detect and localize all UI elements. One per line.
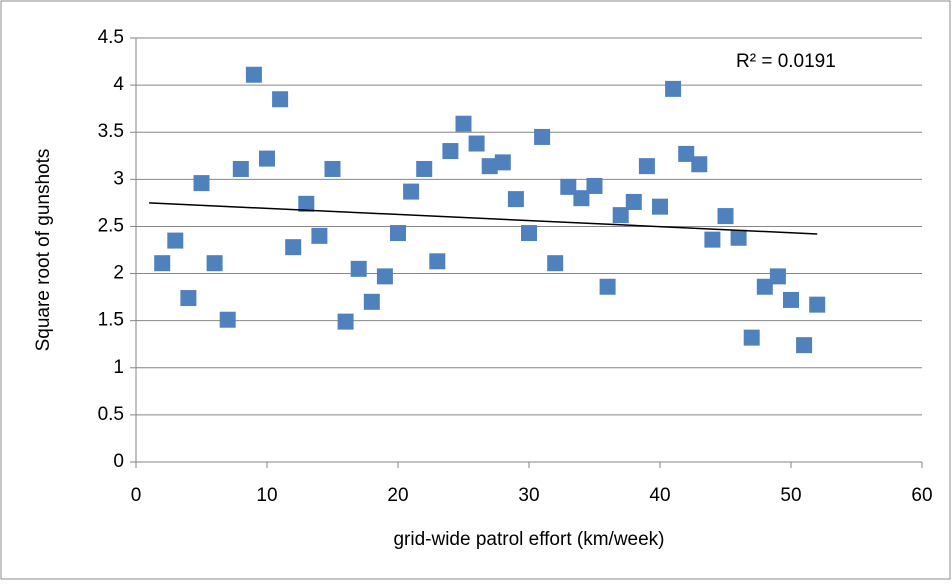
point	[193, 175, 210, 192]
point	[769, 268, 786, 285]
point	[521, 225, 537, 242]
point	[154, 255, 171, 272]
point	[547, 255, 564, 272]
y-tick-label: 2	[113, 263, 124, 284]
annotation: R² = 0.0191	[736, 51, 836, 72]
point	[376, 268, 393, 285]
point	[652, 198, 668, 215]
y-tick-label: 2.5	[98, 215, 124, 236]
point	[494, 154, 511, 171]
point	[285, 239, 302, 256]
point	[796, 337, 813, 354]
point	[481, 158, 498, 175]
point	[416, 160, 433, 177]
point	[586, 177, 603, 194]
x-tick-label: 60	[911, 485, 932, 506]
point	[363, 293, 380, 310]
point	[599, 278, 616, 295]
point	[678, 145, 695, 162]
x-tick-label: 40	[649, 485, 670, 506]
point	[350, 260, 367, 277]
y-tick-label: 4	[113, 74, 124, 95]
point	[560, 178, 577, 195]
y-tick-label: 4.5	[98, 27, 124, 48]
point	[573, 190, 590, 207]
point	[324, 160, 341, 177]
x-tick-label: 10	[256, 485, 277, 506]
y-tick-label: 0	[113, 451, 124, 472]
trendline	[149, 202, 818, 235]
point	[219, 311, 236, 328]
point	[717, 208, 734, 225]
x-tick-label: 20	[387, 485, 408, 506]
point	[783, 291, 799, 308]
point	[704, 231, 721, 248]
point	[534, 128, 551, 145]
point	[625, 193, 642, 210]
point	[507, 191, 524, 208]
point	[272, 91, 289, 108]
point	[691, 156, 708, 173]
point	[429, 253, 446, 270]
point	[743, 329, 760, 346]
point	[442, 143, 459, 160]
x-tick-label: 30	[518, 485, 539, 506]
point	[638, 158, 655, 175]
point	[206, 255, 223, 272]
point	[809, 296, 826, 313]
point	[730, 229, 747, 246]
y-tick-label: 0.5	[98, 404, 124, 425]
point	[756, 278, 773, 295]
y-tick-label: 1.5	[98, 310, 124, 331]
y-tick-label: 3	[113, 168, 124, 189]
point	[390, 225, 406, 242]
x-axis-label: grid-wide patrol effort (km/week)	[393, 529, 664, 550]
x-tick-label: 50	[780, 485, 801, 506]
y-tick-label: 1	[113, 357, 124, 378]
x-tick-label: 0	[131, 485, 142, 506]
point	[259, 150, 275, 167]
point	[298, 195, 315, 212]
y-axis-label: Square root of gunshots	[33, 149, 54, 352]
point	[612, 207, 629, 224]
point	[455, 115, 472, 132]
point	[232, 160, 249, 177]
point	[403, 183, 420, 200]
point	[180, 290, 197, 307]
point	[167, 232, 184, 249]
y-tick-label: 3.5	[98, 121, 124, 142]
point	[468, 135, 485, 152]
point	[311, 227, 328, 244]
point	[665, 80, 682, 97]
point	[337, 313, 354, 330]
point	[245, 66, 262, 83]
